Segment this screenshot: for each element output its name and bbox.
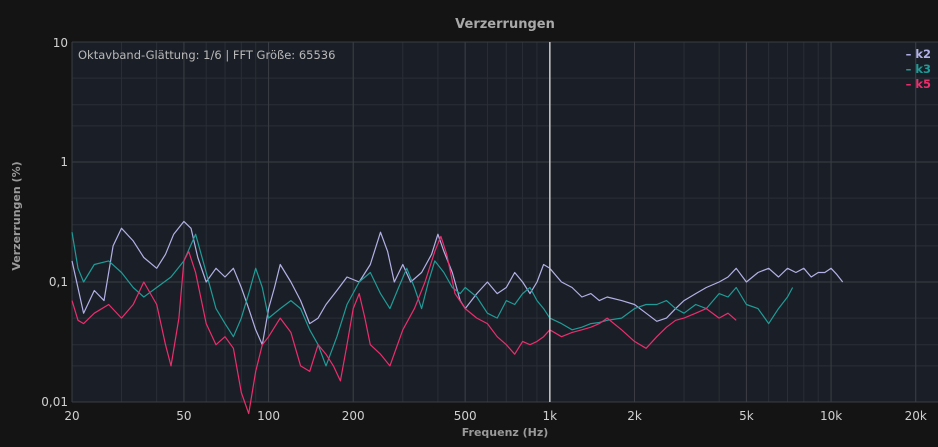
x-tick-label: 10k (820, 409, 842, 423)
y-tick-label: 0,1 (49, 275, 68, 289)
y-axis-ticks: 10 1 0,1 0,01 (41, 36, 68, 409)
x-tick-label: 5k (739, 409, 754, 423)
info-text: Oktavband-Glättung: 1/6 | FFT Größe: 655… (78, 48, 335, 62)
legend: – k2– k3– k5 (906, 47, 931, 91)
series-line-k3 (71, 232, 794, 367)
x-tick-label: 100 (257, 409, 280, 423)
x-tick-label: 20 (64, 409, 79, 423)
y-tick-label: 0,01 (41, 395, 68, 409)
y-tick-label: 1 (60, 155, 68, 169)
major-gridlines (71, 41, 938, 403)
x-tick-label: 500 (454, 409, 477, 423)
x-tick-label: 2k (627, 409, 642, 423)
x-tick-label: 20k (905, 409, 927, 423)
series-line-k5 (71, 235, 737, 415)
legend-item-k5[interactable]: – k5 (906, 77, 931, 91)
chart-title: Verzerrungen (455, 17, 555, 32)
x-tick-label: 1k (543, 409, 558, 423)
x-tick-label: 50 (176, 409, 191, 423)
series-lines (71, 220, 844, 415)
series-line-k2 (71, 220, 844, 346)
y-axis-label: Verzerrungen (%) (10, 161, 23, 270)
plot-area (72, 42, 938, 402)
x-tick-label: 200 (342, 409, 365, 423)
x-axis-label: Frequenz (Hz) (462, 426, 549, 439)
x-axis-ticks: 20 50 100 200 500 1k 2k 5k 10k 20k (64, 409, 927, 423)
y-tick-label: 10 (53, 36, 68, 50)
legend-item-k2[interactable]: – k2 (906, 47, 931, 61)
legend-item-k3[interactable]: – k3 (906, 62, 931, 76)
